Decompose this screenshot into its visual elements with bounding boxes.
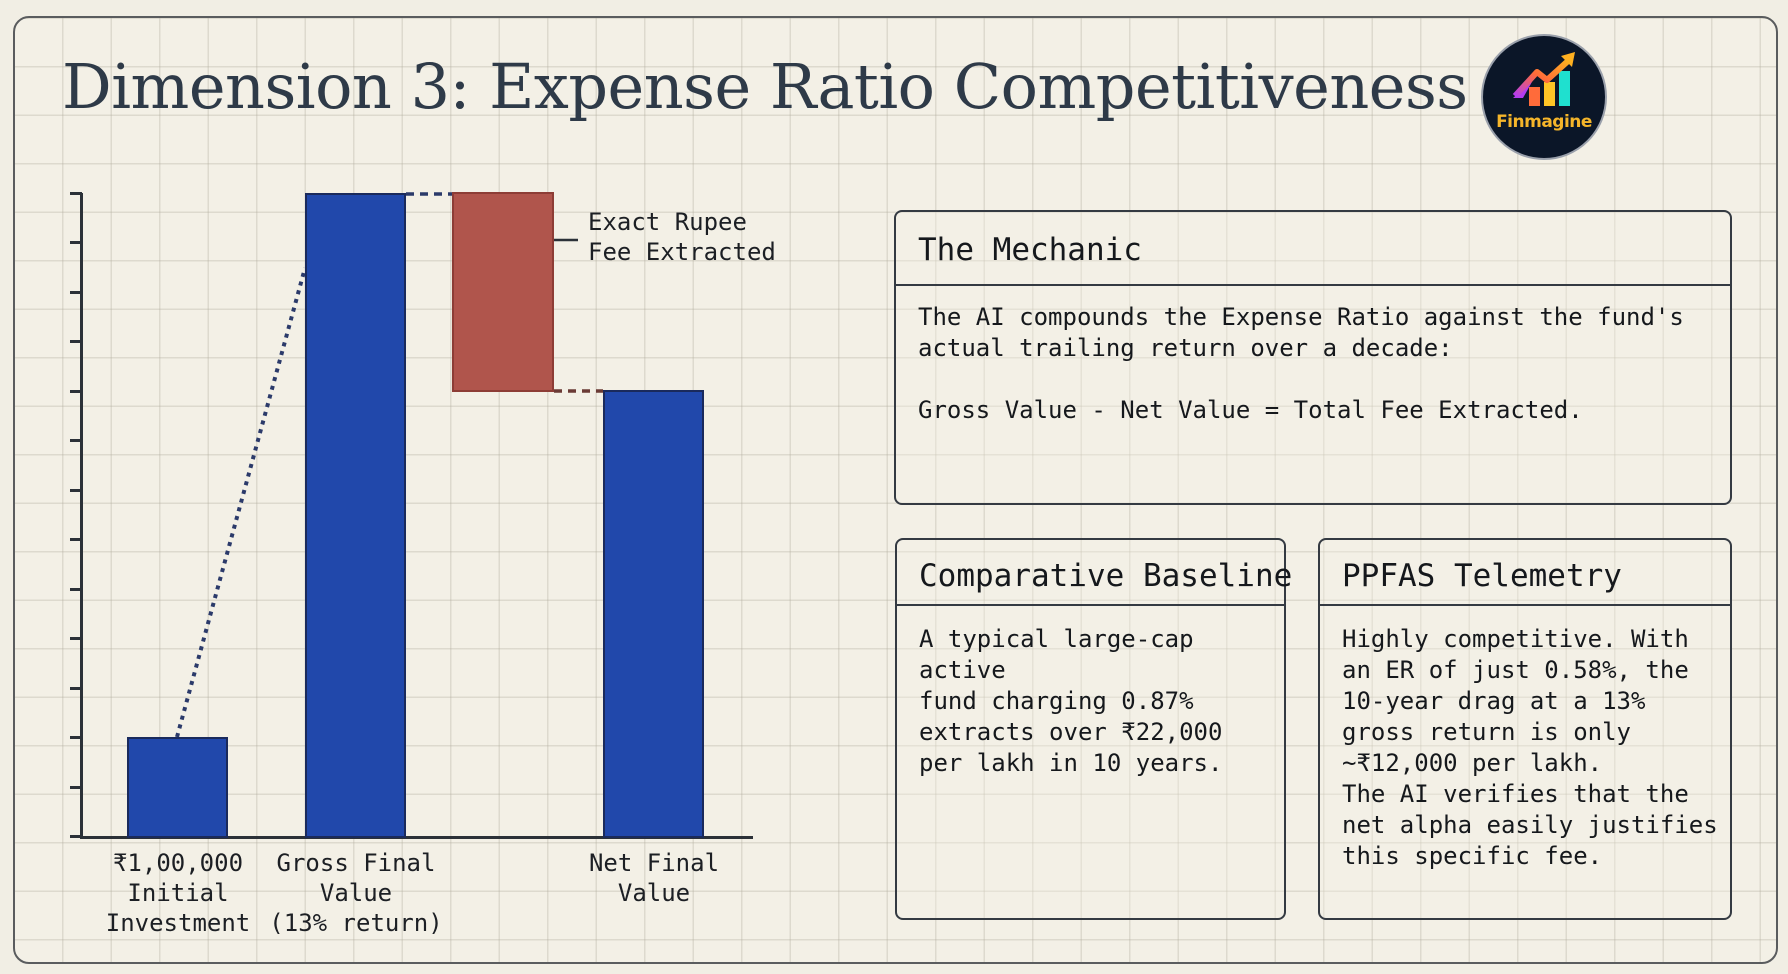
y-tick — [70, 588, 82, 591]
y-tick — [70, 687, 82, 690]
y-tick — [70, 291, 82, 294]
panel-title: The Mechanic — [896, 212, 1730, 286]
y-tick — [70, 390, 82, 393]
y-tick — [70, 241, 82, 244]
bar-gross-final-value — [305, 193, 406, 838]
y-tick — [70, 340, 82, 343]
logo-text: Finmagine — [1496, 112, 1592, 132]
bar-initial-investment — [127, 737, 228, 838]
xlabel-net: Net Final Value — [588, 849, 720, 907]
y-tick — [70, 835, 82, 838]
panel-title: PPFAS Telemetry — [1320, 540, 1730, 606]
bar-fee-extracted — [452, 192, 554, 392]
bar-net-final-value — [603, 390, 704, 838]
panel-the-mechanic: The Mechanic The AI compounds the Expens… — [894, 210, 1732, 505]
xlabel-initial: ₹1,00,000 Initial Investment — [105, 849, 251, 937]
x-axis — [80, 836, 753, 839]
panel-body: Highly competitive. With an ER of just 0… — [1342, 625, 1718, 870]
panel-comparative-baseline: Comparative Baseline A typical large-cap… — [895, 538, 1292, 920]
panel-ppfas-telemetry: PPFAS Telemetry Highly competitive. With… — [1318, 538, 1732, 920]
waterfall-chart: Exact Rupee Fee Extracted ₹1,00,000 Init… — [0, 0, 800, 974]
panel-body: The AI compounds the Expense Ratio again… — [918, 303, 1684, 424]
fee-annotation: Exact Rupee Fee Extracted — [588, 208, 776, 266]
growth-chart-icon — [1512, 52, 1575, 106]
y-tick — [70, 786, 82, 789]
y-tick — [70, 192, 82, 195]
y-tick — [70, 736, 82, 739]
finmagine-logo: Finmagine — [1481, 34, 1607, 160]
y-tick — [70, 489, 82, 492]
y-tick — [70, 439, 82, 442]
y-tick — [70, 637, 82, 640]
xlabel-gross: Gross Final Value (13% return) — [269, 849, 443, 937]
y-tick — [70, 538, 82, 541]
page-title: Dimension 3: Expense Ratio Competitivene… — [62, 50, 1468, 123]
y-axis — [80, 193, 83, 839]
panel-body: A typical large-cap active fund charging… — [919, 625, 1223, 777]
panel-title: Comparative Baseline — [897, 540, 1292, 606]
